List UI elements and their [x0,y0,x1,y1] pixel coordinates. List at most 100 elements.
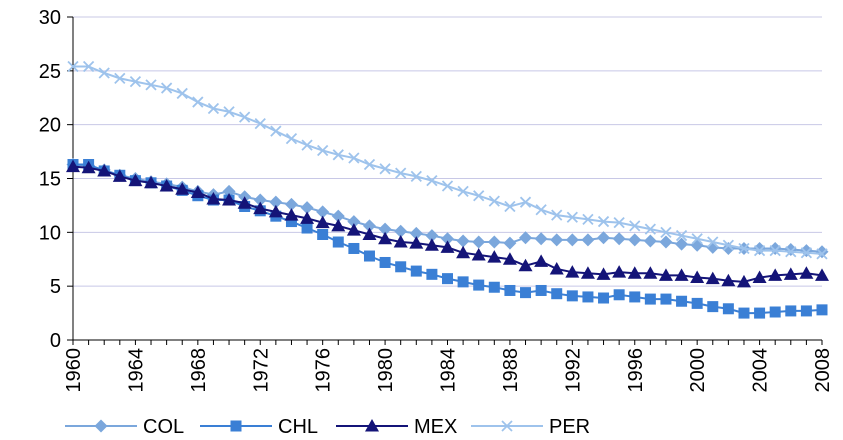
data-point-col [269,195,283,209]
data-point-per [98,67,110,79]
data-point-per [160,82,173,94]
x-tick-label: 1972 [250,348,272,393]
legend-item-mex: MEX [336,416,457,438]
data-point-col [425,229,439,243]
data-point-per [629,220,641,232]
data-point-chl [676,295,688,307]
data-point-mex [378,231,393,245]
legend: COL CHL MEX PER [65,416,590,438]
data-point-per [129,75,142,88]
data-point-mex [690,270,705,284]
legend-item-col: COL [65,416,184,438]
data-point-chl [660,293,672,305]
data-point-per [192,96,204,108]
data-point-per [270,125,282,137]
data-point-mex [658,268,673,281]
legend-label: MEX [414,416,457,438]
x-tick-label: 1996 [625,348,647,393]
data-point-per [176,87,188,100]
data-point-per [301,139,313,151]
data-point-per [707,236,719,248]
legend-marker [365,419,379,432]
data-point-chl [598,292,610,304]
legend-marker [230,420,242,432]
data-point-mex [705,271,720,285]
data-point-col [394,224,408,238]
data-point-per [473,190,485,202]
data-point-mex [175,182,190,195]
data-point-col [581,233,595,247]
data-point-mex [736,274,751,288]
data-point-per [114,72,126,85]
data-point-chl [738,307,750,319]
data-point-chl [754,307,766,319]
data-point-per [379,163,391,175]
data-point-col [253,193,267,207]
data-point-chl [301,222,313,234]
y-tick-label: 25 [39,61,61,83]
data-point-mex [237,196,252,209]
data-point-chl [800,305,812,317]
data-point-per [785,246,797,258]
data-point-chl [379,256,391,268]
legend-label: COL [143,416,184,438]
data-point-col [503,236,517,250]
data-point-col [815,245,829,259]
data-point-per [769,245,781,257]
data-point-col [565,233,579,247]
y-tick-label: 0 [50,330,61,352]
data-point-col [659,235,673,249]
data-point-mex [799,266,814,279]
data-point-mex [190,185,205,198]
x-tick-label: 1964 [125,348,147,393]
data-point-col [487,235,501,249]
data-point-mex [315,215,330,229]
data-point-mex [362,227,377,240]
data-point-per [644,223,656,235]
data-point-mex [409,236,424,249]
data-point-mex [674,268,689,281]
data-point-per [67,60,79,73]
data-point-mex [112,169,127,182]
data-point-per [145,79,157,91]
data-point-per [223,106,235,118]
data-point-chl [442,273,453,285]
y-tick-label: 15 [39,169,61,191]
data-point-mex [393,235,408,248]
data-point-per [582,213,594,226]
legend-marker [94,419,108,433]
data-point-chl [488,281,500,293]
data-point-chl [504,284,516,296]
data-point-col [472,235,486,249]
data-point-mex [815,268,829,281]
y-tick-label: 5 [50,276,61,298]
data-point-col [284,197,298,211]
y-tick-label: 20 [39,115,61,137]
data-point-mex [487,250,502,263]
series-mex [66,159,829,288]
data-point-mex [440,240,455,253]
data-point-chl [582,291,594,303]
data-point-per [722,239,735,251]
data-point-per [441,180,454,192]
data-point-per [660,226,672,238]
data-point-col [362,219,376,233]
data-point-per [519,196,532,208]
data-point-mex [253,201,268,215]
data-point-mex [97,163,112,177]
data-point-per [348,152,360,164]
data-point-mex [159,179,174,192]
data-point-mex [752,270,767,284]
data-point-per [426,175,438,187]
data-point-mex [534,254,549,267]
data-point-mex [128,173,143,187]
data-point-col [799,244,813,258]
data-point-chl [566,290,578,302]
x-tick-label: 2004 [750,348,772,393]
x-tick-label: 1960 [63,348,85,393]
data-point-chl [722,303,734,315]
data-point-mex [627,266,642,279]
y-tick-label: 30 [39,7,61,29]
data-point-chl [473,279,485,291]
